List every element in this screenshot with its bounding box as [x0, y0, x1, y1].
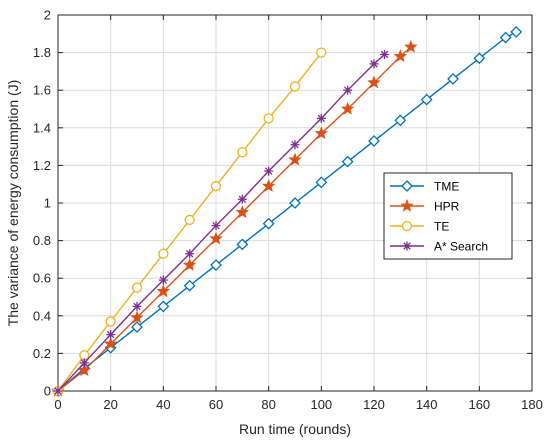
x-tick-label: 140: [416, 397, 438, 412]
x-tick-label: 60: [209, 397, 223, 412]
y-tick-label: 1: [44, 196, 51, 211]
data-point-a-search: [316, 113, 326, 123]
x-tick-label: 20: [103, 397, 117, 412]
data-point-tme: [131, 321, 143, 333]
data-point-hpr: [235, 205, 250, 219]
data-point-hpr: [393, 49, 408, 63]
series-line-a-search: [57, 53, 385, 392]
y-tick-label: 1.8: [33, 45, 51, 60]
x-tick-label: 80: [261, 397, 275, 412]
legend: TME HPR TE A* Search: [383, 172, 513, 260]
legend-marker: [402, 241, 412, 251]
data-point-tme: [510, 26, 523, 38]
data-point-a-search: [185, 249, 195, 259]
y-tick-label: 0: [44, 384, 51, 399]
data-point-a-search: [237, 194, 247, 204]
data-point-tme: [499, 31, 512, 44]
data-point-hpr: [314, 126, 329, 140]
series-a-search: [53, 49, 390, 396]
data-point-tme: [183, 279, 196, 292]
y-tick-label: 0.2: [33, 346, 51, 361]
x-tick-label: 0: [54, 397, 61, 412]
legend-item-a-search: A* Search: [390, 240, 488, 254]
data-point-hpr: [340, 101, 355, 115]
data-point-tme: [315, 176, 328, 189]
x-tick-label: 160: [468, 397, 490, 412]
data-point-a-search: [380, 49, 390, 59]
series-group: [51, 26, 523, 397]
data-point-te: [289, 81, 301, 92]
x-tick-label: 40: [156, 397, 170, 412]
legend-marker: [400, 198, 414, 212]
data-point-hpr: [288, 152, 302, 166]
data-point-hpr: [209, 231, 223, 245]
y-tick-label: 1.6: [33, 83, 51, 98]
y-tick-label: 0.6: [33, 271, 51, 286]
data-point-a-search: [106, 330, 116, 340]
x-tick-label: 100: [310, 397, 332, 412]
y-axis-title: The variance of energy consumption (J): [5, 80, 21, 327]
data-point-a-search: [264, 166, 274, 176]
data-point-tme: [447, 73, 459, 85]
data-point-tme: [289, 197, 301, 209]
data-point-hpr: [261, 178, 276, 192]
y-tick-label: 1.2: [33, 158, 51, 173]
data-point-hpr: [130, 310, 144, 324]
axis-ticks: 0 20 40 60 80 100 120 140 160 180 0 0.2 0.4 0.6 0.8 1 1.…: [33, 8, 543, 413]
legend-marker: [401, 220, 413, 232]
data-point-te: [131, 282, 143, 293]
data-point-te: [237, 147, 248, 158]
data-point-tme: [420, 93, 433, 106]
data-point-a-search: [132, 301, 142, 311]
legend-label: A* Search: [434, 240, 488, 254]
y-tick-label: 0.8: [33, 233, 51, 248]
x-axis-title: Run time (rounds): [239, 421, 351, 437]
data-point-hpr: [404, 39, 418, 53]
data-point-a-search: [343, 85, 353, 95]
data-point-te: [316, 47, 327, 58]
data-point-a-search: [158, 275, 168, 285]
data-point-hpr: [182, 257, 197, 271]
y-tick-label: 0.4: [33, 308, 51, 323]
legend-label: TE: [434, 220, 449, 234]
data-point-a-search: [369, 59, 379, 69]
data-point-tme: [157, 300, 170, 313]
data-point-te: [105, 316, 116, 327]
data-point-hpr: [367, 75, 381, 89]
legend-label: TME: [434, 180, 459, 194]
legend-marker: [401, 180, 413, 192]
data-point-tme: [236, 238, 249, 251]
x-tick-label: 120: [363, 397, 385, 412]
data-point-a-search: [211, 221, 221, 231]
data-point-tme: [394, 114, 407, 127]
data-point-tme: [341, 155, 354, 168]
data-point-te: [263, 113, 274, 124]
data-point-a-search: [53, 386, 63, 396]
data-point-tme: [262, 217, 275, 230]
x-tick-label: 180: [521, 397, 543, 412]
series-te: [52, 47, 327, 397]
legend-label: HPR: [434, 200, 460, 214]
data-point-te: [184, 214, 195, 226]
y-tick-label: 1.4: [33, 120, 51, 135]
series-tme: [52, 26, 523, 397]
legend-item-te: TE: [390, 220, 449, 234]
data-point-hpr: [156, 284, 171, 298]
data-point-tme: [210, 259, 222, 271]
legend-item-tme: TME: [390, 180, 459, 194]
data-point-tme: [368, 135, 380, 147]
data-point-te: [210, 180, 222, 192]
data-point-tme: [473, 52, 486, 65]
data-point-hpr: [103, 336, 118, 350]
data-point-a-search: [79, 358, 89, 368]
series-hpr: [51, 39, 418, 397]
legend-item-hpr: HPR: [390, 198, 460, 214]
data-point-a-search: [290, 140, 300, 150]
data-point-te: [158, 248, 169, 259]
y-tick-label: 2: [44, 8, 51, 23]
